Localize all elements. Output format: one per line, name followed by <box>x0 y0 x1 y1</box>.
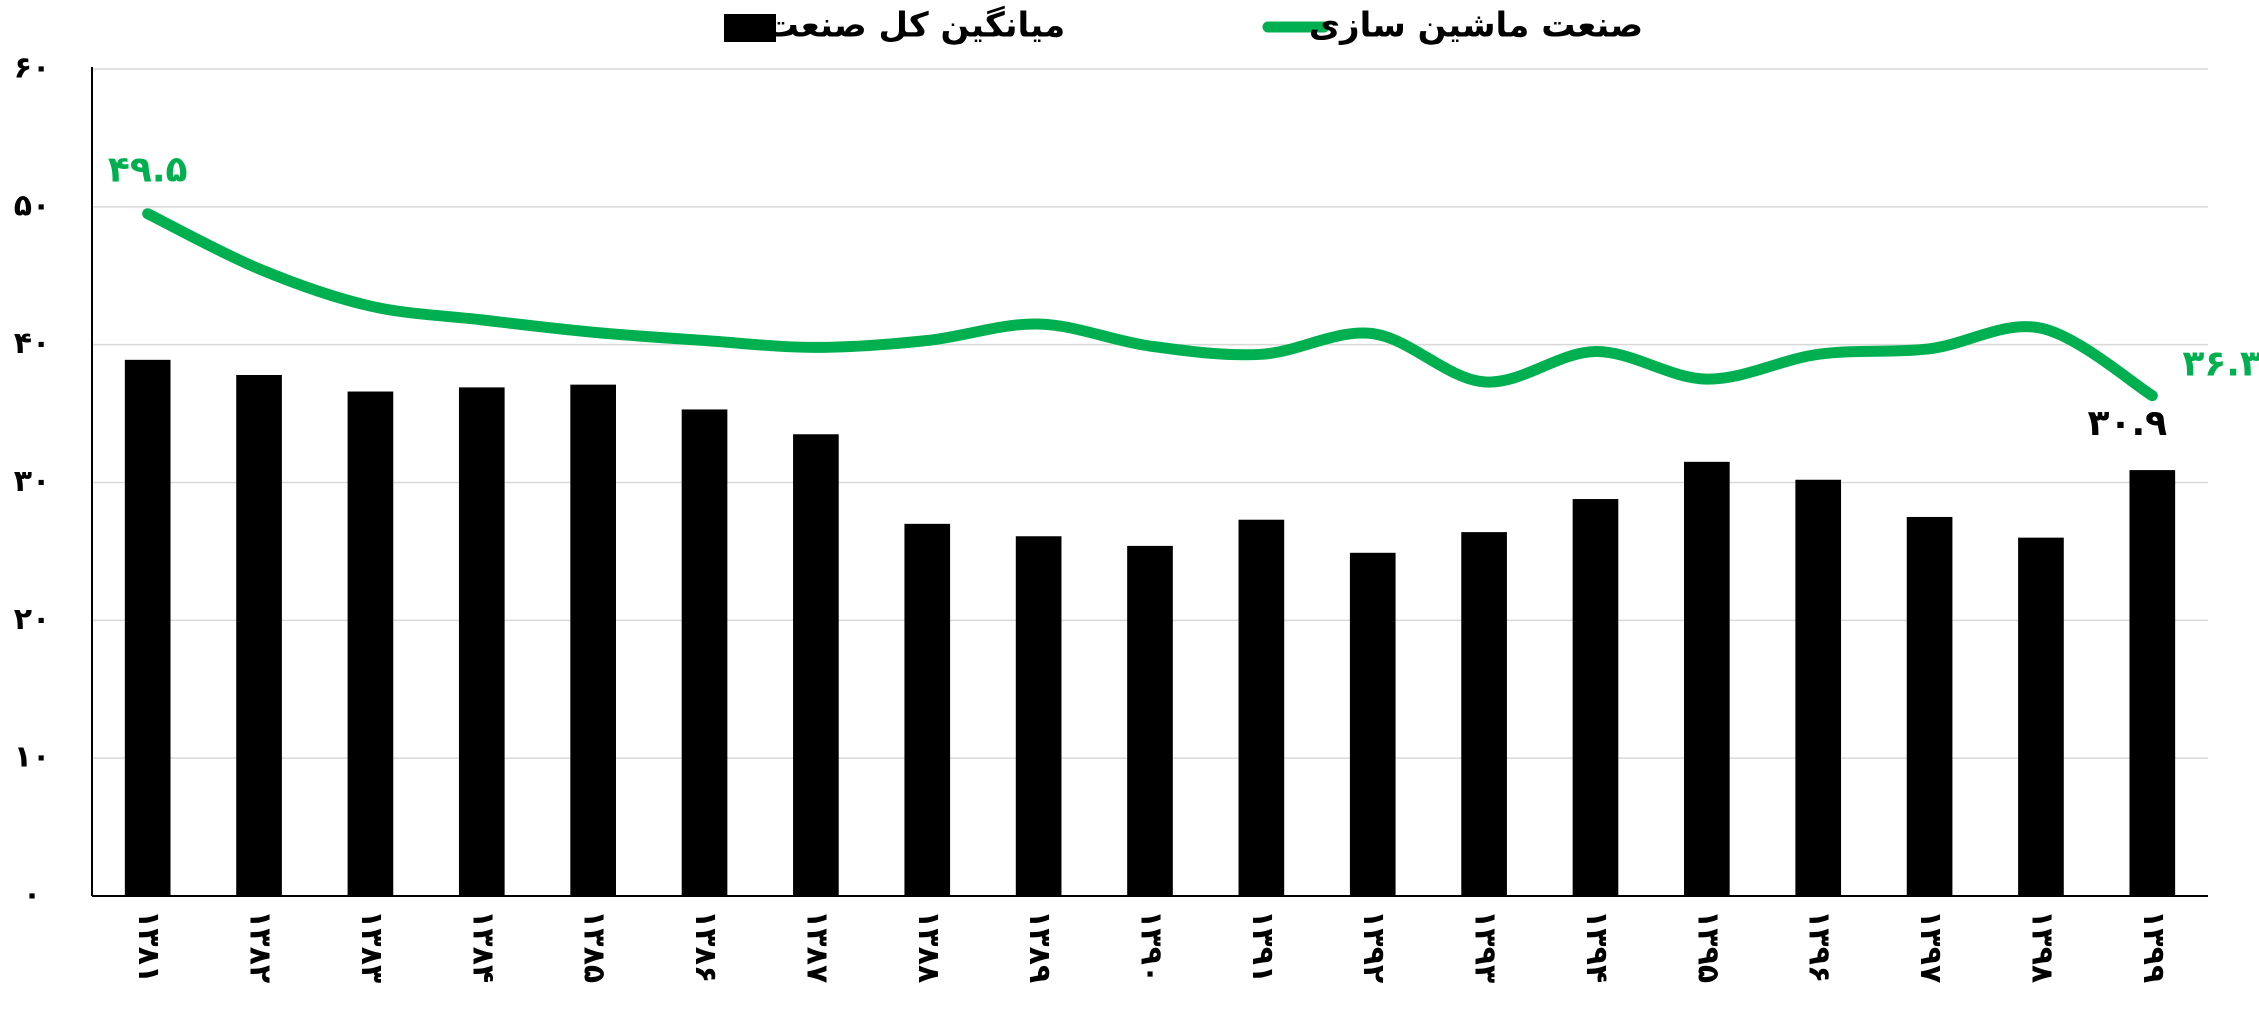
bar <box>347 391 394 896</box>
bar <box>1238 519 1285 896</box>
y-tick-label: ۲۰ <box>14 602 51 637</box>
y-tick-label: ۶۰ <box>14 51 51 86</box>
y-tick-label: ۴۰ <box>14 326 51 361</box>
bar <box>1127 545 1173 896</box>
data-label: ۳۰.۹ <box>2088 403 2168 444</box>
bar <box>1349 552 1396 896</box>
data-label: ۴۹.۵ <box>108 150 188 191</box>
x-tick-label: ۱۳۹۷ <box>1913 910 1948 983</box>
bar <box>236 374 282 896</box>
x-tick-label: ۱۳۸۲ <box>243 910 278 983</box>
legend-label: میانگین کل صنعت <box>765 6 1065 46</box>
bar <box>793 434 839 896</box>
x-tick-label: ۱۳۸۹ <box>1022 910 1057 983</box>
x-tick-label: ۱۳۹۹ <box>2136 910 2171 983</box>
bar <box>124 359 171 896</box>
line <box>142 208 2158 402</box>
legend-swatch <box>724 14 776 42</box>
y-tick-label: ۵۰ <box>14 188 51 223</box>
bar <box>1906 516 1953 896</box>
y-tick-label: ۰ <box>23 878 41 913</box>
bar <box>1795 479 1842 896</box>
bar <box>1572 499 1619 896</box>
bar <box>2018 537 2064 896</box>
x-tick-label: ۱۳۹۶ <box>1802 910 1837 983</box>
x-tick-label: ۱۳۸۶ <box>688 910 723 983</box>
y-tick-label: ۱۰ <box>14 740 51 775</box>
bar <box>1684 461 1730 896</box>
x-tick-label: ۱۳۸۴ <box>465 910 500 983</box>
x-tick-label: ۱۳۸۵ <box>577 910 612 983</box>
y-tick-label: ۳۰ <box>14 464 51 499</box>
data-label: ۳۶.۳ <box>2182 344 2259 385</box>
x-tick-label: ۱۳۹۴ <box>1579 910 1614 983</box>
bar <box>1461 532 1507 896</box>
x-tick-label: ۱۳۹۰ <box>1134 910 1169 983</box>
bar <box>1015 536 1062 896</box>
x-tick-label: ۱۳۸۷ <box>799 910 834 983</box>
x-tick-label: ۱۳۸۳ <box>354 910 389 983</box>
bar <box>681 409 728 896</box>
x-tick-label: ۱۳۹۵ <box>1690 910 1725 983</box>
x-tick-label: ۱۳۹۱ <box>1245 910 1280 983</box>
x-tick-label: ۱۳۹۳ <box>1468 910 1503 983</box>
legend-label: صنعت ماشین سازی <box>1309 6 1643 46</box>
x-tick-label: ۱۳۹۲ <box>1356 910 1391 983</box>
x-tick-label: ۱۳۹۸ <box>2024 910 2059 983</box>
bar <box>458 387 505 896</box>
bar <box>2129 470 2176 896</box>
bar <box>570 384 616 896</box>
x-tick-label: ۱۳۸۸ <box>911 910 946 983</box>
bar <box>904 523 951 896</box>
x-tick-label: ۱۳۸۱ <box>131 910 166 983</box>
